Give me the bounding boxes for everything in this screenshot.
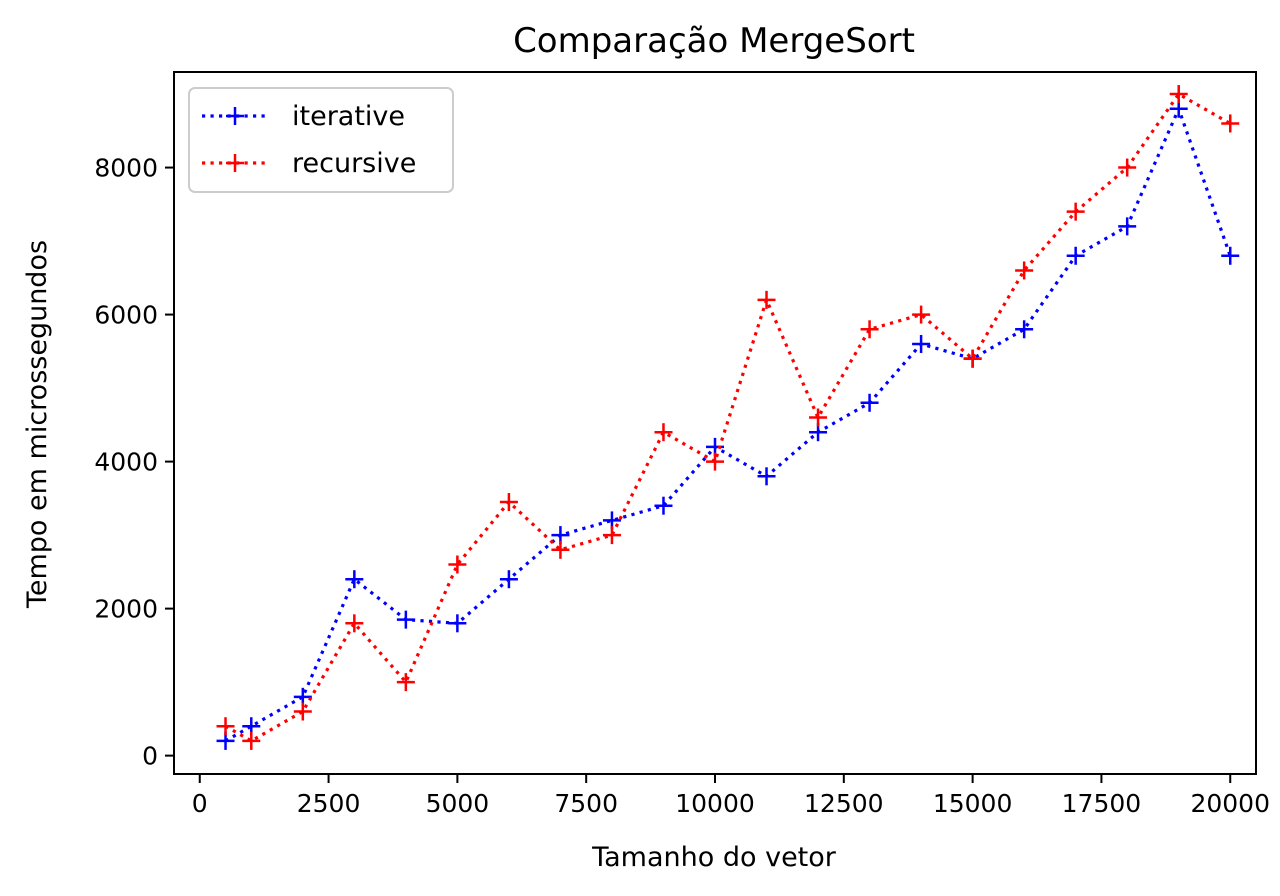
series-recursive bbox=[216, 85, 1240, 750]
data-point-iterative bbox=[499, 570, 518, 589]
x-tick-label: 10000 bbox=[675, 789, 755, 818]
data-point-recursive bbox=[1118, 158, 1137, 177]
data-point-iterative bbox=[654, 496, 673, 515]
legend: iterative recursive bbox=[188, 87, 454, 193]
legend-entry-iterative: iterative bbox=[202, 101, 405, 132]
data-point-recursive bbox=[1169, 85, 1188, 104]
data-point-iterative bbox=[757, 467, 776, 486]
data-point-iterative bbox=[396, 610, 415, 629]
legend-box bbox=[188, 87, 454, 193]
series-iterative bbox=[216, 99, 1240, 750]
x-axis: 0 2500 5000 7500 10000 12500 15000 17500 20000 bbox=[192, 774, 1270, 818]
x-tick-label: 17500 bbox=[1062, 789, 1142, 818]
x-tick-label: 7500 bbox=[554, 789, 618, 818]
data-point-recursive bbox=[1015, 261, 1034, 280]
data-point-recursive bbox=[345, 614, 364, 633]
data-point-recursive bbox=[551, 540, 570, 559]
x-tick-label: 12500 bbox=[804, 789, 884, 818]
data-point-recursive bbox=[860, 320, 879, 339]
x-tick-label: 5000 bbox=[426, 789, 490, 818]
data-point-iterative bbox=[448, 614, 467, 633]
y-axis-label: Tempo em microssegundos bbox=[22, 240, 53, 609]
legend-marker bbox=[226, 154, 244, 172]
y-tick-label: 8000 bbox=[94, 154, 158, 183]
data-point-recursive bbox=[757, 290, 776, 309]
x-tick-label: 0 bbox=[192, 789, 208, 818]
data-point-recursive bbox=[602, 526, 621, 545]
x-tick-label: 2500 bbox=[297, 789, 361, 818]
data-point-recursive bbox=[242, 731, 261, 750]
legend-marker bbox=[226, 107, 244, 125]
y-axis: 0 2000 4000 6000 8000 bbox=[94, 154, 174, 771]
y-tick-label: 2000 bbox=[94, 595, 158, 624]
legend-label: recursive bbox=[292, 148, 416, 179]
y-tick-label: 4000 bbox=[94, 448, 158, 477]
x-tick-label: 15000 bbox=[933, 789, 1013, 818]
data-point-iterative bbox=[1118, 217, 1137, 236]
legend-entry-recursive: recursive bbox=[202, 148, 416, 179]
data-point-recursive bbox=[1221, 114, 1240, 133]
data-point-recursive bbox=[499, 493, 518, 512]
data-point-recursive bbox=[216, 717, 235, 736]
data-point-recursive bbox=[912, 305, 931, 324]
data-point-recursive bbox=[809, 408, 828, 427]
data-point-recursive bbox=[706, 452, 724, 471]
data-point-recursive bbox=[396, 673, 415, 692]
data-point-recursive bbox=[448, 555, 467, 574]
data-point-iterative bbox=[345, 570, 364, 589]
plot-area bbox=[216, 85, 1240, 750]
data-point-recursive bbox=[293, 702, 312, 721]
chart-title: Comparação MergeSort bbox=[513, 21, 915, 61]
data-point-iterative bbox=[912, 334, 931, 353]
data-point-iterative bbox=[860, 393, 879, 412]
data-point-recursive bbox=[654, 423, 673, 442]
data-point-recursive bbox=[1066, 202, 1085, 221]
data-point-recursive bbox=[963, 349, 982, 368]
y-tick-label: 6000 bbox=[94, 301, 158, 330]
data-point-iterative bbox=[1221, 246, 1240, 265]
x-tick-label: 20000 bbox=[1190, 789, 1270, 818]
data-point-iterative bbox=[1066, 246, 1085, 265]
y-tick-label: 0 bbox=[142, 742, 158, 771]
legend-label: iterative bbox=[292, 101, 405, 132]
x-axis-label: Tamanho do vetor bbox=[591, 842, 837, 873]
data-point-iterative bbox=[1015, 320, 1034, 339]
